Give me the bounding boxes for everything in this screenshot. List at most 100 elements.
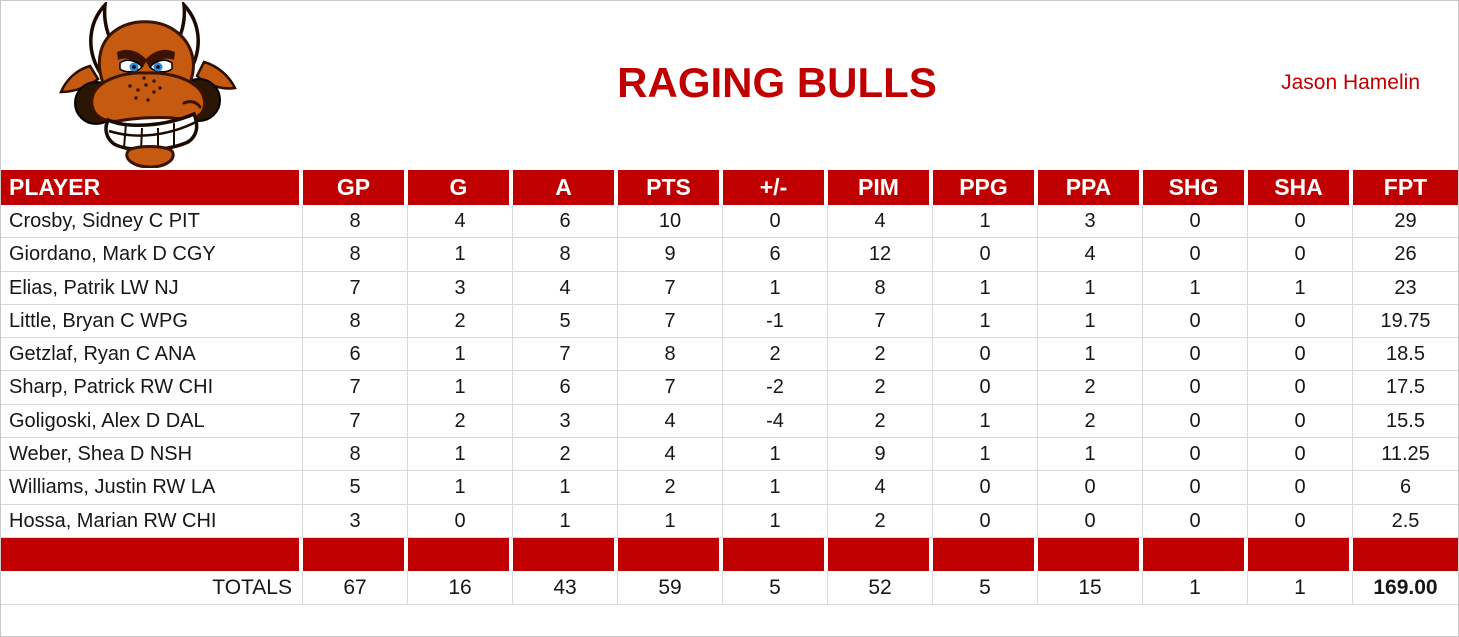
stat-cell-g: 0 <box>408 504 513 538</box>
stat-cell-a: 5 <box>513 304 618 339</box>
stat-cell-plus-minus: -2 <box>723 371 828 405</box>
stat-cell-g: 2 <box>408 304 513 339</box>
stat-cell-ppg: 1 <box>933 304 1038 339</box>
stat-cell-shg: 0 <box>1143 438 1248 472</box>
table-row: Little, Bryan C WPG 8 2 5 7 -1 7 1 1 0 0 19.75 <box>1 304 1458 339</box>
stat-cell-plus-minus: 1 <box>723 438 828 472</box>
stat-cell-g: 1 <box>408 438 513 472</box>
stat-cell-ppa: 1 <box>1038 338 1143 372</box>
stat-cell-ppa: 4 <box>1038 238 1143 272</box>
stat-cell-fpt: 19.75 <box>1353 304 1458 339</box>
stat-cell-pts: 8 <box>618 338 723 372</box>
player-name-cell: Hossa, Marian RW CHI <box>1 504 303 538</box>
column-header-sha: SHA <box>1248 170 1353 205</box>
stat-cell-pts: 9 <box>618 238 723 272</box>
stat-cell-pts: 4 <box>618 438 723 472</box>
stat-cell-g: 1 <box>408 471 513 505</box>
stat-cell-fpt: 17.5 <box>1353 371 1458 405</box>
spacer-cell <box>828 537 933 572</box>
player-name-cell: Little, Bryan C WPG <box>1 304 303 339</box>
stat-cell-sha: 0 <box>1248 338 1353 372</box>
stat-cell-a: 4 <box>513 271 618 305</box>
stat-cell-a: 6 <box>513 205 618 239</box>
stat-cell-fpt: 18.5 <box>1353 338 1458 372</box>
stat-cell-shg: 0 <box>1143 471 1248 505</box>
totals-label: TOTALS <box>1 571 303 605</box>
spacer-cell <box>1248 537 1353 572</box>
stat-cell-ppg: 0 <box>933 471 1038 505</box>
total-cell-a: 43 <box>513 571 618 605</box>
stat-cell-a: 6 <box>513 371 618 405</box>
owner-name: Jason Hamelin <box>1281 71 1420 94</box>
column-header-gp: GP <box>303 170 408 205</box>
stat-cell-gp: 8 <box>303 238 408 272</box>
column-header-plus-minus: +/- <box>723 170 828 205</box>
stat-cell-g: 2 <box>408 404 513 439</box>
stat-cell-pim: 2 <box>828 338 933 372</box>
stat-cell-a: 1 <box>513 471 618 505</box>
stat-cell-g: 3 <box>408 271 513 305</box>
stat-cell-shg: 0 <box>1143 338 1248 372</box>
stat-cell-pim: 2 <box>828 371 933 405</box>
stat-cell-ppg: 1 <box>933 438 1038 472</box>
total-cell-g: 16 <box>408 571 513 605</box>
table-header-row: PLAYER GP G A PTS +/- PIM PPG PPA SHG SHA FPT <box>1 170 1458 205</box>
stat-cell-fpt: 15.5 <box>1353 404 1458 439</box>
stat-cell-ppg: 0 <box>933 338 1038 372</box>
stat-cell-ppg: 0 <box>933 238 1038 272</box>
stat-cell-g: 1 <box>408 371 513 405</box>
spacer-cell <box>723 537 828 572</box>
spacer-cell <box>408 537 513 572</box>
total-cell-fpt: 169.00 <box>1353 571 1458 605</box>
stat-cell-plus-minus: 1 <box>723 471 828 505</box>
stat-cell-fpt: 29 <box>1353 205 1458 239</box>
player-name-cell: Sharp, Patrick RW CHI <box>1 371 303 405</box>
stat-cell-pim: 4 <box>828 471 933 505</box>
stat-cell-a: 3 <box>513 404 618 439</box>
spacer-cell <box>1 537 303 572</box>
player-name-cell: Crosby, Sidney C PIT <box>1 205 303 239</box>
stat-cell-pim: 12 <box>828 238 933 272</box>
stat-cell-pts: 2 <box>618 471 723 505</box>
column-header-ppg: PPG <box>933 170 1038 205</box>
stat-cell-a: 1 <box>513 504 618 538</box>
stat-cell-pts: 7 <box>618 271 723 305</box>
stat-cell-ppg: 0 <box>933 504 1038 538</box>
stat-cell-pim: 8 <box>828 271 933 305</box>
player-name-cell: Getzlaf, Ryan C ANA <box>1 338 303 372</box>
stat-cell-ppg: 1 <box>933 205 1038 239</box>
column-header-player: PLAYER <box>1 170 303 205</box>
stat-cell-gp: 6 <box>303 338 408 372</box>
stat-cell-shg: 0 <box>1143 404 1248 439</box>
stat-cell-ppa: 2 <box>1038 404 1143 439</box>
player-name-cell: Giordano, Mark D CGY <box>1 238 303 272</box>
stat-cell-sha: 0 <box>1248 438 1353 472</box>
stat-cell-pts: 7 <box>618 304 723 339</box>
stat-cell-ppg: 1 <box>933 404 1038 439</box>
stat-cell-sha: 0 <box>1248 238 1353 272</box>
stat-cell-fpt: 11.25 <box>1353 438 1458 472</box>
spacer-cell <box>1353 537 1458 572</box>
spacer-cell <box>1038 537 1143 572</box>
stat-cell-shg: 1 <box>1143 271 1248 305</box>
stat-cell-plus-minus: 6 <box>723 238 828 272</box>
table-row: Elias, Patrik LW NJ 7 3 4 7 1 8 1 1 1 1 23 <box>1 271 1458 305</box>
spacer-cell <box>303 537 408 572</box>
player-name-cell: Weber, Shea D NSH <box>1 438 303 472</box>
stat-cell-ppa: 0 <box>1038 504 1143 538</box>
stat-cell-ppa: 1 <box>1038 304 1143 339</box>
table-row: Hossa, Marian RW CHI 3 0 1 1 1 2 0 0 0 0 2.5 <box>1 504 1458 538</box>
column-header-shg: SHG <box>1143 170 1248 205</box>
stat-cell-gp: 7 <box>303 371 408 405</box>
stat-cell-shg: 0 <box>1143 371 1248 405</box>
total-cell-plus-minus: 5 <box>723 571 828 605</box>
page-title: RAGING BULLS <box>617 59 937 106</box>
stat-cell-shg: 0 <box>1143 238 1248 272</box>
stat-cell-ppa: 0 <box>1038 471 1143 505</box>
spacer-row <box>1 537 1458 572</box>
stat-cell-sha: 0 <box>1248 504 1353 538</box>
stat-cell-pts: 4 <box>618 404 723 439</box>
stat-cell-plus-minus: -1 <box>723 304 828 339</box>
player-stats-table: PLAYER GP G A PTS +/- PIM PPG PPA SHG SHA FPT Crosby… <box>1 170 1458 605</box>
stat-cell-fpt: 2.5 <box>1353 504 1458 538</box>
